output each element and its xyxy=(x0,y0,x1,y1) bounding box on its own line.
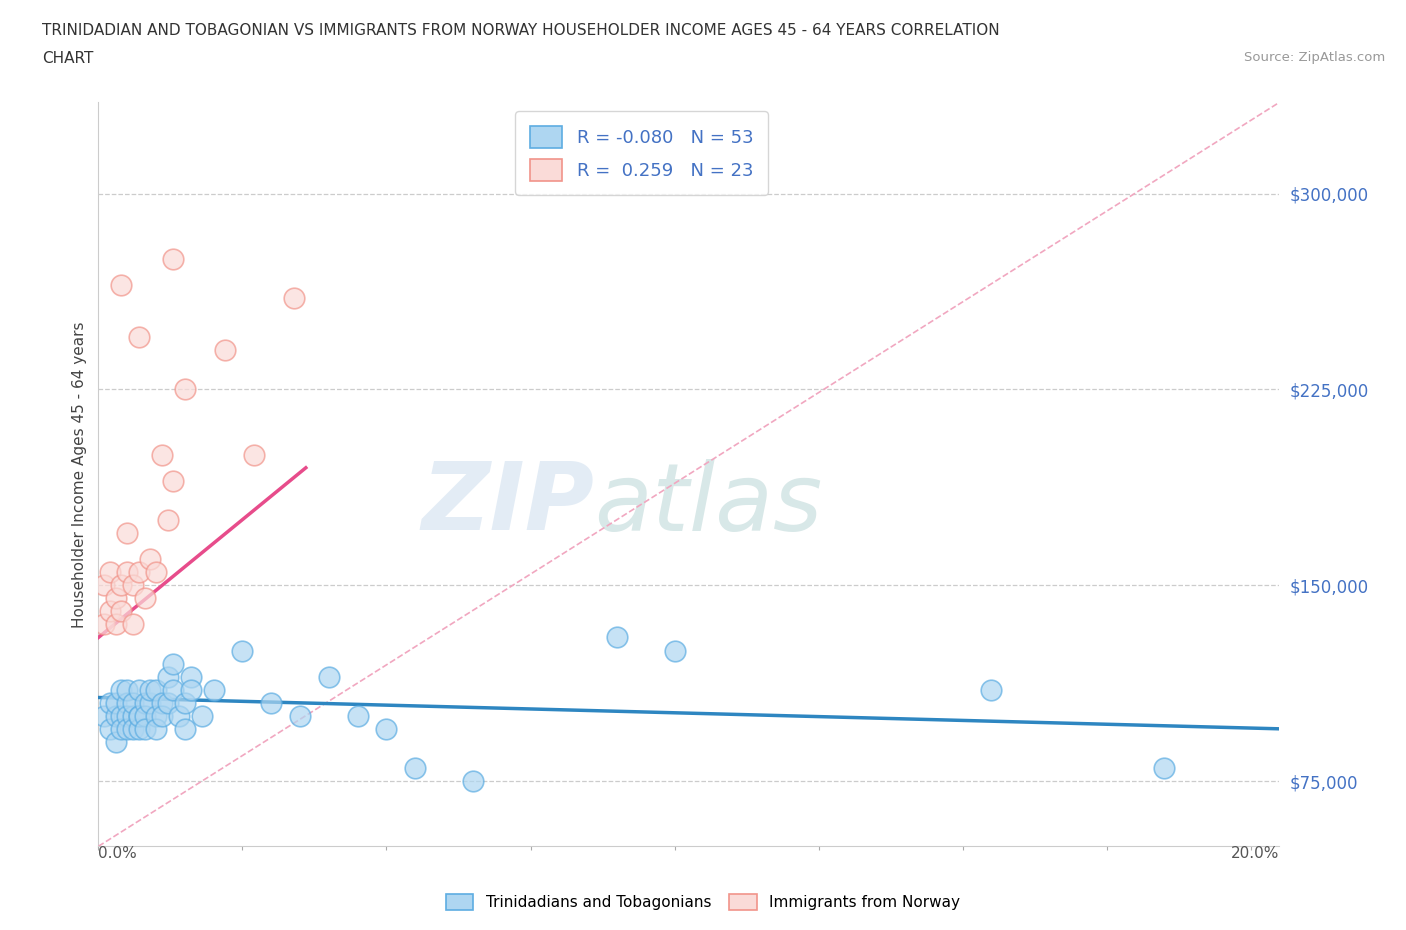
Point xyxy=(128,709,150,724)
Point xyxy=(145,709,167,724)
Point xyxy=(134,591,156,605)
Point xyxy=(122,578,145,592)
Point xyxy=(404,761,426,776)
Point xyxy=(318,670,340,684)
Point xyxy=(134,696,156,711)
Point xyxy=(156,512,179,527)
Point xyxy=(162,473,184,488)
Point xyxy=(145,565,167,579)
Point xyxy=(104,709,127,724)
Point xyxy=(260,696,283,711)
Point xyxy=(110,277,132,292)
Point xyxy=(98,696,121,711)
Point xyxy=(139,551,162,566)
Point xyxy=(167,709,190,724)
Point xyxy=(104,696,127,711)
Point xyxy=(122,617,145,631)
Legend: R = -0.080   N = 53, R =  0.259   N = 23: R = -0.080 N = 53, R = 0.259 N = 23 xyxy=(516,112,768,195)
Point xyxy=(173,696,195,711)
Point xyxy=(134,709,156,724)
Text: Source: ZipAtlas.com: Source: ZipAtlas.com xyxy=(1244,51,1385,64)
Legend: Trinidadians and Tobagonians, Immigrants from Norway: Trinidadians and Tobagonians, Immigrants… xyxy=(439,886,967,918)
Point xyxy=(98,604,121,618)
Point xyxy=(104,735,127,750)
Point xyxy=(231,643,253,658)
Point xyxy=(145,722,167,737)
Point xyxy=(128,565,150,579)
Point xyxy=(243,447,266,462)
Point xyxy=(93,617,115,631)
Point xyxy=(122,709,145,724)
Point xyxy=(110,722,132,737)
Point xyxy=(162,251,184,266)
Point xyxy=(128,683,150,698)
Point xyxy=(115,565,138,579)
Point xyxy=(283,291,305,306)
Point xyxy=(128,330,150,345)
Point xyxy=(115,696,138,711)
Point xyxy=(139,696,162,711)
Point xyxy=(110,578,132,592)
Point xyxy=(162,683,184,698)
Point xyxy=(346,709,368,724)
Point xyxy=(162,657,184,671)
Point xyxy=(288,709,311,724)
Point xyxy=(150,696,173,711)
Text: atlas: atlas xyxy=(595,458,823,550)
Point xyxy=(214,343,236,358)
Point xyxy=(122,696,145,711)
Text: 0.0%: 0.0% xyxy=(98,846,138,861)
Point xyxy=(110,683,132,698)
Point xyxy=(1153,761,1175,776)
Point xyxy=(115,525,138,540)
Point xyxy=(98,722,121,737)
Point xyxy=(128,722,150,737)
Text: ZIP: ZIP xyxy=(422,458,595,550)
Point xyxy=(202,683,225,698)
Point xyxy=(115,722,138,737)
Point xyxy=(115,709,138,724)
Point xyxy=(110,709,132,724)
Point xyxy=(104,591,127,605)
Point xyxy=(173,382,195,397)
Y-axis label: Householder Income Ages 45 - 64 years: Householder Income Ages 45 - 64 years xyxy=(72,321,87,628)
Point xyxy=(145,683,167,698)
Point xyxy=(191,709,214,724)
Point xyxy=(93,578,115,592)
Point xyxy=(980,683,1002,698)
Point xyxy=(104,617,127,631)
Point xyxy=(664,643,686,658)
Point xyxy=(128,709,150,724)
Point xyxy=(180,670,202,684)
Point xyxy=(93,709,115,724)
Point xyxy=(156,670,179,684)
Point xyxy=(180,683,202,698)
Point xyxy=(173,722,195,737)
Point xyxy=(115,683,138,698)
Point xyxy=(156,696,179,711)
Text: 20.0%: 20.0% xyxy=(1232,846,1279,861)
Point xyxy=(606,630,628,644)
Point xyxy=(150,447,173,462)
Point xyxy=(375,722,398,737)
Point xyxy=(110,604,132,618)
Point xyxy=(139,683,162,698)
Text: CHART: CHART xyxy=(42,51,94,66)
Point xyxy=(134,722,156,737)
Point xyxy=(461,774,484,789)
Point xyxy=(150,709,173,724)
Point xyxy=(122,722,145,737)
Point xyxy=(98,565,121,579)
Text: TRINIDADIAN AND TOBAGONIAN VS IMMIGRANTS FROM NORWAY HOUSEHOLDER INCOME AGES 45 : TRINIDADIAN AND TOBAGONIAN VS IMMIGRANTS… xyxy=(42,23,1000,38)
